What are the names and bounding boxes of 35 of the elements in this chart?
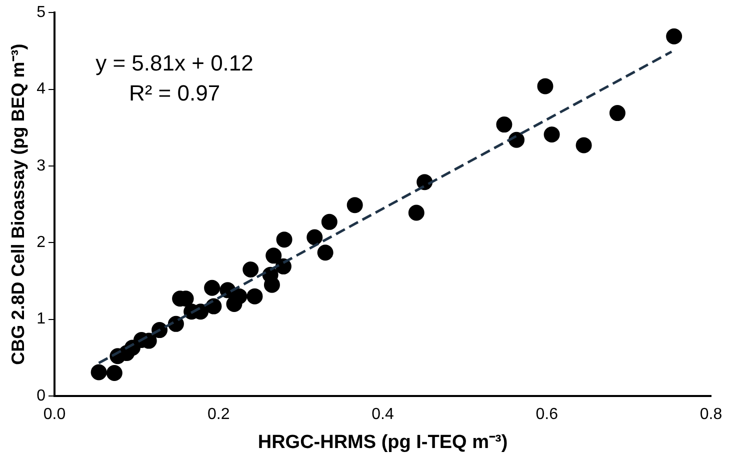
x-tick-label: 0.2 xyxy=(208,406,230,424)
point xyxy=(537,78,554,94)
y-tick-label: 3 xyxy=(36,157,46,174)
x-tick-label: 0.4 xyxy=(372,406,394,424)
annotation: y = 5.81x + 0.12 xyxy=(96,50,254,76)
point xyxy=(264,276,280,293)
point xyxy=(231,288,248,304)
x-axis-title: HRGC-HRMS (pg I-TEQ m⁻³) xyxy=(258,432,508,453)
y-tick-label: 0 xyxy=(36,387,46,404)
point xyxy=(496,116,512,133)
annotation: R² = 0.97 xyxy=(128,80,220,106)
y-axis-title: CBG 2.8D Cell Bioassay (pg BEQ m⁻³) xyxy=(8,44,28,365)
point xyxy=(666,28,682,44)
point xyxy=(408,204,424,221)
x-tick-label: 0.6 xyxy=(536,406,558,424)
point xyxy=(242,261,259,278)
point xyxy=(609,105,626,122)
point xyxy=(306,229,323,246)
point xyxy=(276,232,292,248)
y-tick-label: 1 xyxy=(36,310,46,328)
point xyxy=(204,280,220,296)
x-tick-label: 0.0 xyxy=(43,406,66,424)
y-tick-label: 2 xyxy=(36,234,46,252)
point xyxy=(266,248,282,264)
point xyxy=(246,288,263,304)
point xyxy=(106,364,122,381)
point xyxy=(90,364,107,380)
point xyxy=(321,214,338,230)
point xyxy=(317,244,334,261)
x-tick-label: 0.8 xyxy=(700,406,722,424)
y-tick-label: 5 xyxy=(36,4,46,22)
point xyxy=(576,137,592,154)
y-tick-label: 4 xyxy=(36,80,46,98)
point xyxy=(544,126,560,143)
point xyxy=(346,197,363,214)
